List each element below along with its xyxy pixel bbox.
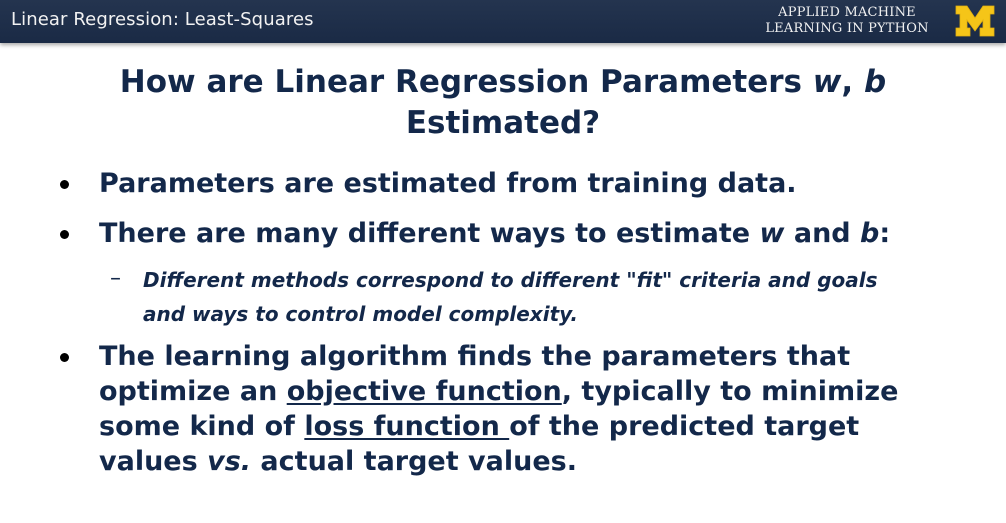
bullet-3-line-3-part-1: some kind of bbox=[99, 411, 305, 442]
bullet-3-line-4-part-1: values bbox=[99, 446, 208, 477]
slide-title: How are Linear Regression Parameters w, … bbox=[0, 62, 1006, 144]
bullet-3-line-3: some kind of loss function of the predic… bbox=[99, 409, 898, 444]
title-comma: , bbox=[841, 64, 864, 100]
title-text: How are Linear Regression Parameters bbox=[119, 64, 813, 100]
loss-function-term: loss function bbox=[304, 411, 510, 442]
sub-bullet-dash: – bbox=[110, 266, 121, 291]
bullet-2-end: : bbox=[879, 218, 891, 249]
title-var-b: b bbox=[864, 64, 887, 100]
objective-function-term: objective function bbox=[286, 376, 562, 407]
bullet-3-vs: vs. bbox=[207, 446, 252, 477]
bullet-2-icon bbox=[60, 230, 69, 239]
bullet-2-var-w: w bbox=[759, 218, 785, 249]
bullet-1-icon bbox=[60, 180, 69, 189]
bullet-3-text: The learning algorithm finds the paramet… bbox=[99, 339, 898, 479]
bullet-3-line-2-part-2: , typically to minimize bbox=[561, 376, 899, 407]
title-var-w: w bbox=[812, 64, 842, 100]
brand-line-2: LEARNING IN PYTHON bbox=[765, 21, 929, 36]
bullet-3-line-2-part-1: optimize an bbox=[99, 376, 287, 407]
bullet-2-var-b: b bbox=[860, 218, 880, 249]
header-bar: Linear Regression: Least-Squares APPLIED… bbox=[0, 0, 1006, 43]
course-brand: APPLIED MACHINE LEARNING IN PYTHON bbox=[752, 5, 942, 37]
sub-bullet-line-1: Different methods correspond to differen… bbox=[143, 268, 878, 292]
bullet-3-line-4-part-2: actual target values. bbox=[251, 446, 577, 477]
lecture-title: Linear Regression: Least-Squares bbox=[11, 9, 314, 30]
bullet-3-line-1: The learning algorithm finds the paramet… bbox=[99, 341, 851, 372]
bullet-3-line-2: optimize an objective function, typicall… bbox=[99, 374, 898, 409]
brand-line-1: APPLIED MACHINE bbox=[778, 5, 916, 20]
block-m-logo-icon bbox=[955, 5, 995, 37]
bullet-2-part-1: There are many different ways to estimat… bbox=[99, 218, 760, 249]
bullet-3-line-4: values vs. actual target values. bbox=[99, 444, 898, 479]
bullet-3-line-3-part-2: of the predicted target bbox=[509, 411, 860, 442]
bullet-2-text: There are many different ways to estimat… bbox=[99, 216, 890, 251]
bullet-1-text: Parameters are estimated from training d… bbox=[99, 168, 797, 199]
slide-title-line-1: How are Linear Regression Parameters w, … bbox=[0, 62, 1006, 103]
bullet-2-and: and bbox=[784, 218, 861, 249]
bullet-3-icon bbox=[60, 353, 69, 362]
sub-bullet-text: Different methods correspond to differen… bbox=[143, 263, 878, 331]
sub-bullet-line-2: and ways to control model complexity. bbox=[143, 302, 578, 326]
slide-title-line-2: Estimated? bbox=[405, 105, 601, 141]
